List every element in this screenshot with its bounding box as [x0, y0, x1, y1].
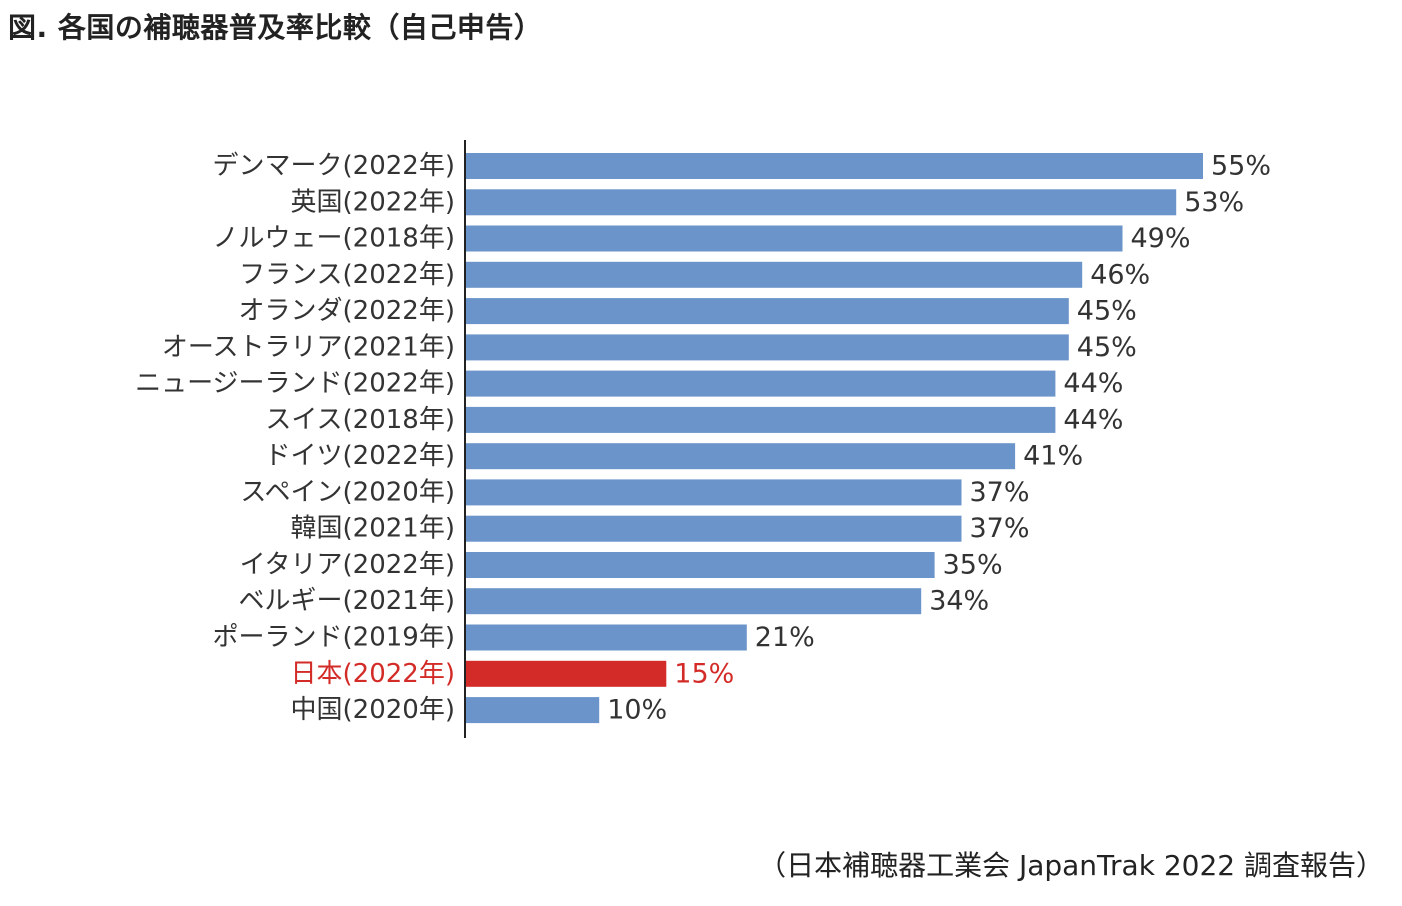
category-label-15: 中国(2020年) — [291, 695, 455, 725]
bar-7 — [465, 406, 1056, 433]
bar-11 — [465, 552, 935, 578]
figure-title: 図. 各国の補聴器普及率比較（自己申告） — [8, 11, 543, 44]
value-label-11: 35% — [943, 550, 1003, 581]
value-label-10: 37% — [970, 513, 1030, 544]
bar-13 — [465, 624, 747, 651]
category-label-9: スペイン(2020年) — [240, 477, 455, 507]
bar-4 — [465, 298, 1069, 325]
bar-14 — [465, 660, 667, 687]
value-label-3: 46% — [1090, 259, 1150, 290]
bar-0 — [465, 153, 1203, 179]
category-label-1: 英国(2022年) — [291, 187, 455, 217]
bar-6 — [465, 370, 1056, 397]
bar-3 — [465, 261, 1083, 288]
category-label-2: ノルウェー(2018年) — [213, 224, 455, 254]
category-labels-group: デンマーク(2022年) 英国(2022年) ノルウェー(2018年) フランス(20… — [135, 151, 455, 725]
value-label-0: 55% — [1211, 151, 1271, 182]
value-label-4: 45% — [1077, 296, 1137, 327]
value-label-6: 44% — [1063, 368, 1123, 399]
value-label-8: 41% — [1023, 441, 1083, 472]
bar-9 — [465, 479, 962, 506]
category-label-7: スイス(2018年) — [265, 405, 455, 435]
bar-8 — [465, 443, 1016, 470]
category-label-8: ドイツ(2022年) — [265, 441, 455, 471]
category-label-12: ベルギー(2021年) — [239, 586, 455, 616]
category-label-0: デンマーク(2022年) — [213, 151, 455, 181]
value-label-7: 44% — [1063, 404, 1123, 435]
bar-12 — [465, 588, 922, 615]
value-label-5: 45% — [1077, 332, 1137, 363]
category-label-13: ポーランド(2019年) — [213, 623, 455, 653]
bar-2 — [465, 225, 1123, 252]
value-label-9: 37% — [970, 477, 1030, 508]
category-label-3: フランス(2022年) — [239, 260, 455, 290]
source-note: （日本補聴器工業会 JapanTrak 2022 調査報告） — [758, 849, 1384, 882]
category-label-5: オーストラリア(2021年) — [162, 332, 455, 362]
value-label-13: 21% — [755, 622, 815, 653]
category-label-11: イタリア(2022年) — [240, 550, 455, 580]
value-label-15: 10% — [607, 695, 667, 726]
bar-10 — [465, 515, 962, 542]
category-label-14: 日本(2022年) — [291, 659, 455, 689]
bar-5 — [465, 334, 1069, 361]
value-label-1: 53% — [1184, 187, 1244, 218]
category-label-6: ニュージーランド(2022年) — [135, 369, 455, 399]
category-label-10: 韓国(2021年) — [291, 514, 455, 544]
value-label-12: 34% — [929, 586, 989, 617]
value-label-2: 49% — [1131, 223, 1191, 254]
category-label-4: オランダ(2022年) — [239, 296, 455, 326]
value-labels-group: 55% 53% 49% 46% 45% 45% 44% 44% 41% 37% 37% 35% 34% 2… — [607, 151, 1271, 726]
bar-1 — [465, 189, 1177, 216]
value-label-14: 15% — [674, 658, 734, 689]
bars-group — [465, 153, 1203, 724]
bar-15 — [465, 697, 600, 724]
